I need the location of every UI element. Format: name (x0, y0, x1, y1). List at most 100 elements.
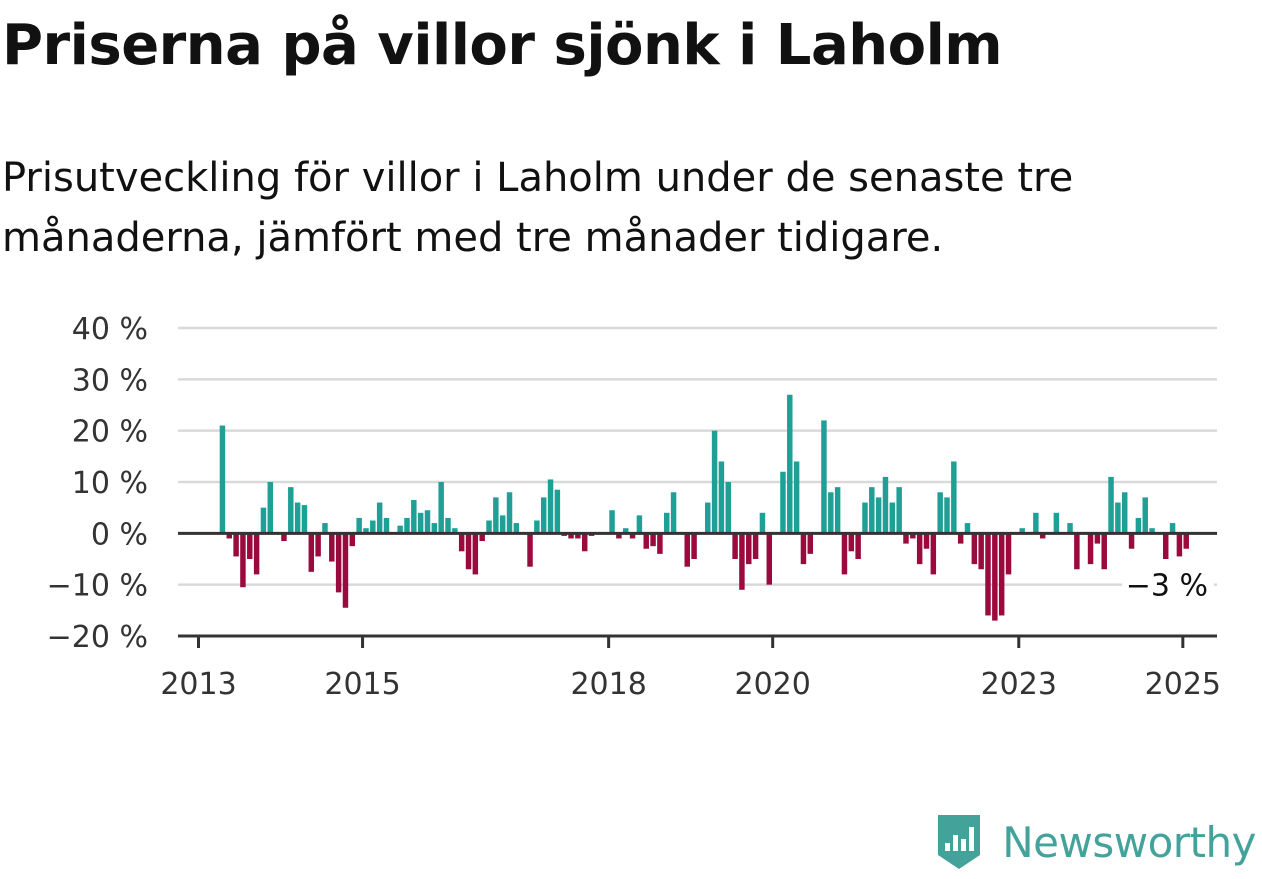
bar (616, 533, 622, 539)
bar (978, 533, 984, 570)
bar (465, 533, 472, 570)
bar (1067, 523, 1073, 534)
bar (725, 482, 731, 534)
bar (581, 533, 588, 552)
bar (944, 497, 950, 534)
bar (1094, 533, 1101, 544)
y-tick-label: −20 % (47, 620, 148, 655)
bar (780, 471, 786, 534)
bar (329, 533, 335, 562)
bar (609, 510, 615, 534)
bar (527, 533, 533, 567)
bar (1101, 533, 1107, 570)
x-tick-label: 2020 (735, 667, 811, 702)
bar (301, 505, 308, 534)
y-tick-label: 40 % (72, 312, 148, 347)
bar (910, 533, 916, 539)
bar (1128, 533, 1135, 549)
bar (226, 533, 233, 539)
gridlines (178, 326, 1217, 586)
bar (479, 533, 485, 542)
bar (711, 430, 718, 534)
bar (691, 533, 697, 559)
bar (889, 502, 896, 534)
y-tick-label: 0 % (91, 517, 148, 552)
bar (875, 497, 882, 534)
bar (1108, 476, 1114, 534)
bar (1053, 512, 1060, 534)
bar (657, 533, 663, 554)
bar (349, 533, 356, 547)
bar (862, 502, 868, 534)
bar (499, 515, 506, 534)
bar (718, 461, 725, 534)
bar (800, 533, 807, 565)
bar (308, 533, 315, 572)
bar (732, 533, 738, 559)
bar (424, 510, 431, 534)
bar (957, 533, 964, 544)
bar (260, 507, 267, 534)
bar (848, 533, 855, 552)
y-tick-label: 10 % (72, 466, 148, 501)
x-tick-label: 2025 (1145, 667, 1221, 702)
bar (417, 512, 424, 534)
bar (568, 533, 574, 539)
bar (746, 533, 752, 565)
bar (540, 497, 547, 534)
bar (554, 489, 561, 534)
bar (739, 533, 745, 590)
bar (1162, 533, 1169, 559)
bar (916, 533, 923, 565)
bar (964, 523, 971, 534)
y-tick-label: −10 % (47, 569, 148, 604)
bar (411, 499, 417, 534)
bar (841, 533, 848, 575)
newsworthy-icon (938, 815, 981, 869)
bar (787, 394, 793, 534)
bar (1087, 533, 1094, 565)
bar (985, 533, 991, 616)
bar (267, 482, 274, 534)
bar (1149, 528, 1155, 534)
bar (869, 487, 875, 534)
bar (370, 520, 376, 534)
bar (882, 476, 889, 534)
bar (458, 533, 465, 552)
bar (807, 533, 814, 554)
bar (1074, 533, 1080, 570)
bar (629, 533, 636, 539)
bar (363, 528, 369, 534)
chart-title: Priserna på villor sjönk i Laholm (2, 13, 1003, 78)
bar (397, 525, 403, 534)
bar (534, 520, 540, 534)
bar (1115, 502, 1121, 534)
bar (1005, 533, 1012, 575)
bar (506, 492, 513, 534)
bar (1039, 533, 1046, 539)
bar (438, 482, 444, 534)
bar (992, 533, 998, 621)
bar (1142, 497, 1148, 534)
bar (766, 533, 773, 585)
bar (493, 497, 499, 534)
bar (998, 533, 1005, 616)
bar (937, 492, 943, 534)
bar (793, 461, 800, 534)
bar (896, 487, 902, 534)
bar (219, 425, 226, 534)
bar (315, 533, 321, 557)
newsworthy-logo: Newsworthy (934, 813, 1256, 871)
bar (431, 523, 438, 534)
bar (253, 533, 260, 575)
bar (342, 533, 349, 608)
bar (705, 502, 711, 534)
bar (855, 533, 861, 559)
bar (322, 523, 328, 534)
bar (971, 533, 978, 565)
bar (376, 502, 383, 534)
x-tick-label: 2015 (324, 667, 400, 702)
bar (1121, 492, 1128, 534)
bar (547, 479, 554, 534)
bar (356, 517, 362, 534)
